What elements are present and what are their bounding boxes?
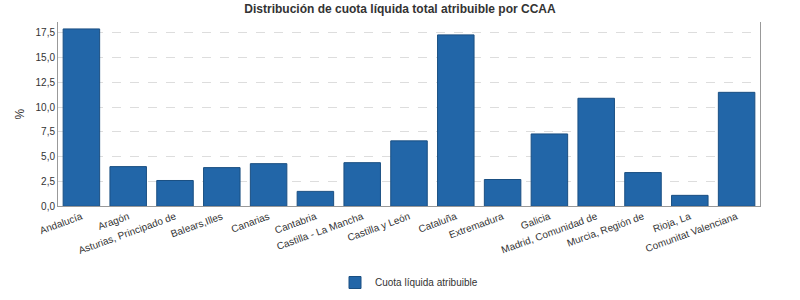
- svg-text:Asturias, Principado de: Asturias, Principado de: [77, 210, 178, 256]
- svg-text:Castilla - La Mancha: Castilla - La Mancha: [275, 210, 365, 252]
- svg-text:Galicia: Galicia: [519, 210, 552, 231]
- svg-text:Cataluña: Cataluña: [417, 210, 459, 234]
- svg-text:%: %: [13, 108, 27, 119]
- svg-text:Aragón: Aragón: [97, 210, 131, 231]
- svg-text:Cantabria: Cantabria: [273, 210, 318, 235]
- svg-text:2,5: 2,5: [41, 176, 55, 187]
- svg-text:Castilla y León: Castilla y León: [346, 210, 411, 243]
- svg-text:Comunitat Valenciana: Comunitat Valenciana: [644, 210, 739, 254]
- svg-text:Extremadura: Extremadura: [447, 210, 505, 240]
- svg-text:Balears,Illes: Balears,Illes: [169, 210, 224, 239]
- svg-text:0,0: 0,0: [41, 201, 55, 212]
- svg-text:Rioja, La: Rioja, La: [651, 210, 692, 234]
- svg-text:5,0: 5,0: [41, 151, 55, 162]
- svg-text:15,0: 15,0: [36, 52, 56, 63]
- svg-text:Canarias: Canarias: [230, 210, 271, 234]
- svg-text:7,5: 7,5: [41, 126, 55, 137]
- svg-text:Andalucía: Andalucía: [38, 210, 84, 236]
- svg-text:12,5: 12,5: [36, 77, 56, 88]
- svg-text:Cuota líquida atribuible: Cuota líquida atribuible: [375, 277, 478, 288]
- svg-text:Distribución de cuota líquida: Distribución de cuota líquida total atri…: [244, 2, 556, 16]
- svg-text:Madrid, Comunidad de: Madrid, Comunidad de: [500, 210, 599, 255]
- svg-text:10,0: 10,0: [36, 102, 56, 113]
- svg-text:17,5: 17,5: [36, 27, 56, 38]
- svg-text:Murcia, Región de: Murcia, Región de: [565, 210, 645, 248]
